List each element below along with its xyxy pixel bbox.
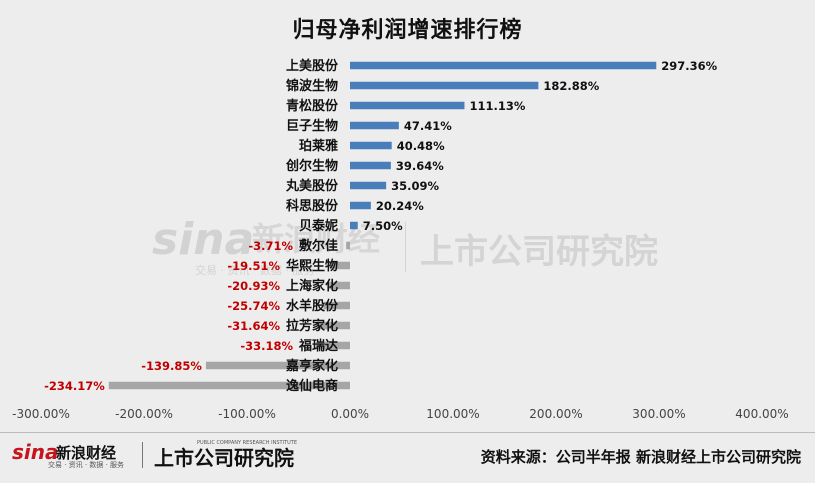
bar bbox=[315, 341, 350, 350]
x-tick-label: 300.00% bbox=[632, 407, 685, 421]
category-label: 青松股份 bbox=[286, 98, 339, 114]
value-label: -31.64% bbox=[227, 319, 280, 333]
data-source: 资料来源：公司半年报 新浪财经上市公司研究院 bbox=[480, 448, 801, 466]
value-label: 39.64% bbox=[396, 159, 444, 173]
bar bbox=[350, 221, 358, 230]
value-label: 111.13% bbox=[469, 99, 525, 113]
bar bbox=[108, 381, 350, 390]
value-label: -234.17% bbox=[44, 379, 105, 393]
bar bbox=[317, 321, 350, 330]
footer-divider bbox=[0, 432, 815, 433]
company-logo-text: 上市公司研究院 bbox=[154, 446, 294, 470]
category-label: 嘉亨家化 bbox=[285, 358, 338, 374]
bar-chart: 上美股份 297.36% 锦波生物 182.88% 青松股份 111.13% 巨子生物 47.… bbox=[12, 58, 789, 421]
category-label: 拉芳家化 bbox=[286, 318, 338, 334]
category-label: 创尔生物 bbox=[285, 158, 338, 174]
category-label: 锦波生物 bbox=[286, 78, 338, 94]
bar bbox=[350, 81, 539, 90]
category-label: 逸仙电商 bbox=[286, 378, 338, 394]
value-label: -139.85% bbox=[141, 359, 202, 373]
value-label: -25.74% bbox=[227, 299, 280, 313]
bar bbox=[205, 361, 350, 370]
value-label: 7.50% bbox=[363, 219, 403, 233]
category-label: 贝泰妮 bbox=[299, 218, 338, 234]
value-label: 35.09% bbox=[391, 179, 439, 193]
bar bbox=[350, 61, 657, 70]
bar bbox=[329, 261, 350, 270]
xinlang-logo-text: 新浪财经 bbox=[56, 444, 117, 462]
value-label: 40.48% bbox=[397, 139, 445, 153]
x-tick-label: -300.00% bbox=[12, 407, 70, 421]
value-label: 182.88% bbox=[543, 79, 599, 93]
category-label: 上美股份 bbox=[286, 58, 339, 74]
category-label: 敷尔佳 bbox=[299, 238, 338, 254]
x-tick-label: -200.00% bbox=[115, 407, 173, 421]
category-label: 上海家化 bbox=[286, 278, 338, 294]
bar bbox=[328, 281, 350, 290]
value-label: -19.51% bbox=[227, 259, 280, 273]
x-tick-label: 400.00% bbox=[735, 407, 788, 421]
category-label: 科思股份 bbox=[286, 198, 339, 214]
logo-divider bbox=[142, 442, 143, 468]
value-label: -33.18% bbox=[240, 339, 293, 353]
bar bbox=[350, 181, 387, 190]
bar bbox=[350, 101, 465, 110]
x-tick-label: 0.00% bbox=[331, 407, 369, 421]
value-label: 47.41% bbox=[404, 119, 452, 133]
category-label: 水羊股份 bbox=[286, 298, 339, 314]
bar bbox=[323, 301, 350, 310]
value-label: 20.24% bbox=[376, 199, 424, 213]
bar bbox=[350, 161, 391, 170]
bar bbox=[350, 201, 371, 210]
chart-title: 归母净利润增速排行榜 bbox=[292, 18, 523, 43]
company-logo-en-text: PUBLIC COMPANY RESEARCH INSTITUTE bbox=[197, 440, 297, 446]
category-label: 福瑞达 bbox=[298, 338, 338, 354]
x-tick-label: 100.00% bbox=[426, 407, 479, 421]
x-tick-label: -100.00% bbox=[218, 407, 276, 421]
value-label: 297.36% bbox=[661, 59, 717, 73]
sina-logo: sina bbox=[12, 440, 59, 464]
bar bbox=[350, 141, 392, 150]
logo-sub-text: 交易 · 资讯 · 数据 · 服务 bbox=[48, 461, 125, 469]
category-label: 丸美股份 bbox=[285, 178, 339, 194]
x-tick-label: 200.00% bbox=[529, 407, 582, 421]
watermark-divider bbox=[405, 222, 406, 272]
bar bbox=[350, 121, 399, 130]
category-label: 华熙生物 bbox=[286, 258, 338, 274]
value-label: -3.71% bbox=[248, 239, 293, 253]
value-label: -20.93% bbox=[227, 279, 280, 293]
bar bbox=[346, 241, 350, 250]
category-label: 珀莱雅 bbox=[299, 138, 338, 154]
category-label: 巨子生物 bbox=[286, 118, 338, 134]
